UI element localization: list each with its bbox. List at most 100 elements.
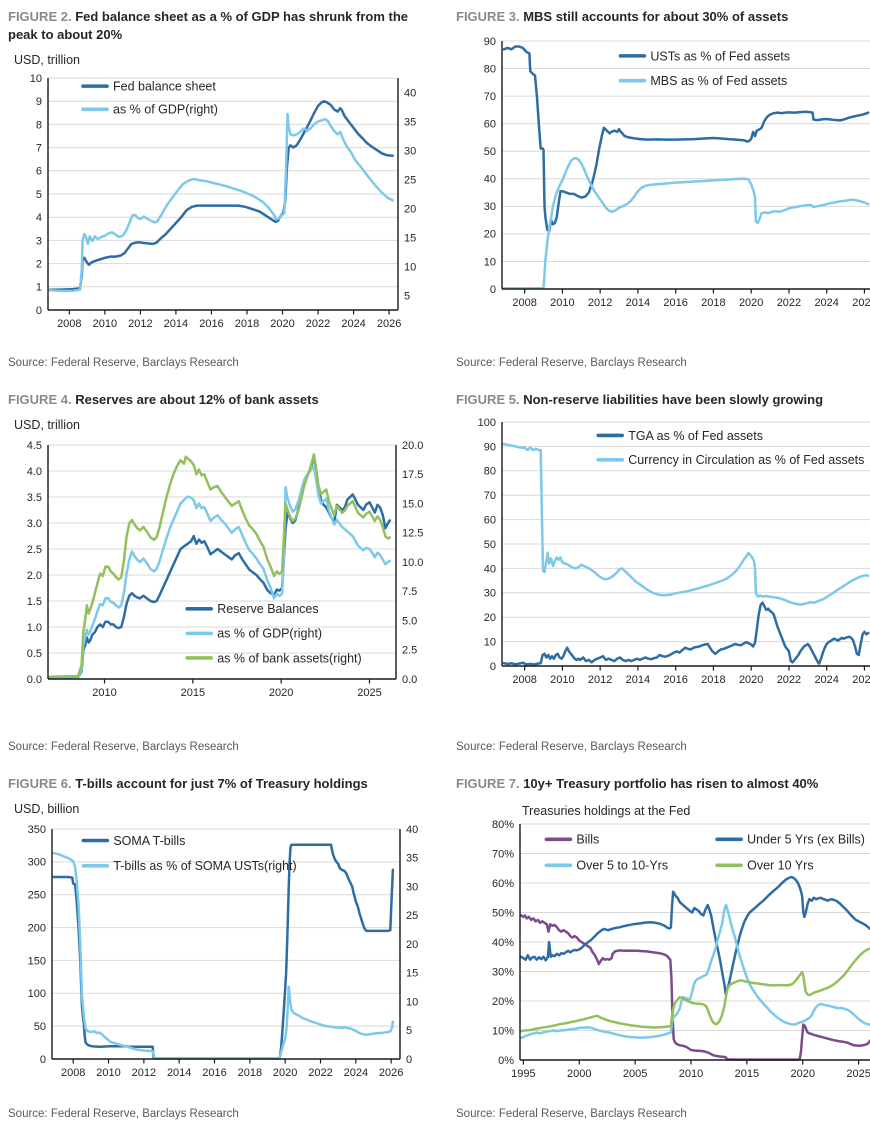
svg-text:0: 0	[490, 284, 496, 296]
svg-text:5: 5	[404, 290, 410, 302]
svg-text:10: 10	[484, 256, 496, 268]
svg-text:2016: 2016	[202, 1067, 226, 1079]
figure-6-source: Source: Federal Reserve, Barclays Resear…	[8, 1108, 239, 1120]
svg-text:6: 6	[36, 166, 42, 178]
svg-text:0.5: 0.5	[27, 648, 42, 660]
svg-text:30: 30	[406, 881, 418, 893]
svg-text:2016: 2016	[663, 674, 687, 686]
figure-4-chart: 2010 2015 2020 2025 0.0 0.5 1.0 1.5 2.0 2.5 3.0 3.5…	[27, 440, 424, 699]
svg-text:35: 35	[406, 853, 418, 865]
svg-text:2010: 2010	[93, 318, 117, 330]
svg-text:40: 40	[484, 174, 496, 186]
svg-text:17.5: 17.5	[402, 469, 423, 481]
figure-5-label: FIGURE 5.	[456, 392, 520, 407]
svg-text:10.0: 10.0	[402, 557, 423, 569]
figure-6-panel: FIGURE 6. T-bills account for just 7% of…	[0, 767, 435, 1134]
svg-text:2020: 2020	[739, 297, 763, 309]
svg-text:12.5: 12.5	[402, 528, 423, 540]
svg-text:2025: 2025	[357, 687, 381, 699]
svg-text:15: 15	[406, 968, 418, 980]
svg-text:2018: 2018	[235, 318, 259, 330]
svg-text:2010: 2010	[96, 1067, 120, 1079]
svg-text:2024: 2024	[344, 1067, 368, 1079]
svg-text:8: 8	[36, 119, 42, 131]
svg-text:as % of bank assets(right): as % of bank assets(right)	[217, 651, 362, 665]
svg-text:90: 90	[484, 441, 496, 453]
svg-text:20: 20	[484, 612, 496, 624]
svg-text:2000: 2000	[567, 1068, 591, 1080]
figure-7-source: Source: Federal Reserve, Barclays Resear…	[456, 1108, 687, 1120]
figure-4-heading: Reserves are about 12% of bank assets	[75, 392, 319, 407]
svg-text:5: 5	[36, 189, 42, 201]
figure-2-chart-area: 2008 2010 2012 2014 2016 2018 2020 2022 2024 2026…	[8, 72, 429, 340]
svg-text:7.5: 7.5	[402, 586, 417, 598]
svg-text:20: 20	[404, 203, 416, 215]
svg-text:80: 80	[484, 466, 496, 478]
figure-7-chart-area: 1995 2000 2005 2010 2015 2020 2025 0% 10% 20% 30% 4…	[456, 798, 870, 1090]
svg-text:2008: 2008	[61, 1067, 85, 1079]
svg-text:Under 5 Yrs (ex Bills): Under 5 Yrs (ex Bills)	[747, 833, 865, 847]
svg-text:100: 100	[28, 988, 46, 1000]
svg-text:10%: 10%	[492, 1025, 514, 1037]
svg-text:2024: 2024	[814, 674, 838, 686]
svg-text:0: 0	[40, 1054, 46, 1066]
figure-6-chart-area: 2008 2010 2012 2014 2016 2018 2020 2022 2024 2026…	[8, 821, 429, 1089]
figure-5-panel: FIGURE 5. Non-reserve liabilities have b…	[435, 383, 870, 767]
svg-text:3: 3	[36, 235, 42, 247]
svg-text:2026: 2026	[377, 318, 401, 330]
svg-text:15: 15	[404, 232, 416, 244]
svg-text:2024: 2024	[341, 318, 365, 330]
svg-text:300: 300	[28, 857, 46, 869]
svg-text:1.0: 1.0	[27, 622, 42, 634]
svg-text:30: 30	[484, 588, 496, 600]
figure-7-chart: 1995 2000 2005 2010 2015 2020 2025 0% 10% 20% 30% 4…	[492, 804, 870, 1080]
figure-3-panel: FIGURE 3. MBS still accounts for about 3…	[435, 0, 870, 383]
figure-5-title: FIGURE 5. Non-reserve liabilities have b…	[456, 391, 864, 409]
figure-4-chart-area: 2010 2015 2020 2025 0.0 0.5 1.0 1.5 2.0 2.5 3.0 3.5…	[8, 437, 429, 709]
svg-text:2024: 2024	[814, 297, 838, 309]
svg-text:90: 90	[484, 36, 496, 48]
figure-2-heading: Fed balance sheet as a % of GDP has shru…	[8, 9, 409, 42]
svg-text:60: 60	[484, 118, 496, 130]
svg-text:2005: 2005	[623, 1068, 647, 1080]
svg-text:2026: 2026	[379, 1067, 403, 1079]
svg-text:9: 9	[36, 96, 42, 108]
svg-text:0.0: 0.0	[402, 674, 417, 686]
svg-text:1995: 1995	[511, 1068, 535, 1080]
figure-7-label: FIGURE 7.	[456, 776, 520, 791]
svg-text:2012: 2012	[588, 297, 612, 309]
svg-text:20.0: 20.0	[402, 440, 423, 452]
svg-text:3.5: 3.5	[27, 492, 42, 504]
figure-6-heading: T-bills account for just 7% of Treasury …	[75, 776, 368, 791]
figure-2-chart: 2008 2010 2012 2014 2016 2018 2020 2022 2024 2026…	[30, 73, 417, 330]
figure-2-label: FIGURE 2.	[8, 9, 72, 24]
svg-text:200: 200	[28, 922, 46, 934]
svg-text:350: 350	[28, 824, 46, 836]
svg-text:40%: 40%	[492, 937, 514, 949]
svg-text:TGA as % of Fed assets: TGA as % of Fed assets	[628, 429, 763, 443]
svg-text:150: 150	[28, 955, 46, 967]
figure-6-chart: 2008 2010 2012 2014 2016 2018 2020 2022 2024 2026…	[28, 824, 419, 1079]
svg-text:2.5: 2.5	[27, 544, 42, 556]
svg-text:2012: 2012	[588, 674, 612, 686]
figure-2-source: Source: Federal Reserve, Barclays Resear…	[8, 357, 239, 369]
svg-text:SOMA T-bills: SOMA T-bills	[113, 834, 185, 848]
svg-text:2008: 2008	[512, 674, 536, 686]
svg-text:1.5: 1.5	[27, 596, 42, 608]
svg-text:70: 70	[484, 490, 496, 502]
figure-4-axis-unit: USD, trillion	[14, 417, 80, 432]
svg-text:4.0: 4.0	[27, 466, 42, 478]
svg-text:2018: 2018	[701, 297, 725, 309]
svg-text:40: 40	[484, 563, 496, 575]
svg-text:50: 50	[484, 539, 496, 551]
figure-2-title: FIGURE 2. Fed balance sheet as a % of GD…	[8, 8, 429, 44]
svg-text:Reserve Balances: Reserve Balances	[217, 602, 318, 616]
figure-3-heading: MBS still accounts for about 30% of asse…	[523, 9, 789, 24]
figure-4-title: FIGURE 4. Reserves are about 12% of bank…	[8, 391, 429, 409]
svg-text:3.0: 3.0	[27, 518, 42, 530]
svg-text:2025: 2025	[846, 1068, 870, 1080]
svg-text:2016: 2016	[663, 297, 687, 309]
figure-7-panel: FIGURE 7. 10y+ Treasury portfolio has ri…	[435, 767, 870, 1134]
svg-text:70%: 70%	[492, 848, 514, 860]
